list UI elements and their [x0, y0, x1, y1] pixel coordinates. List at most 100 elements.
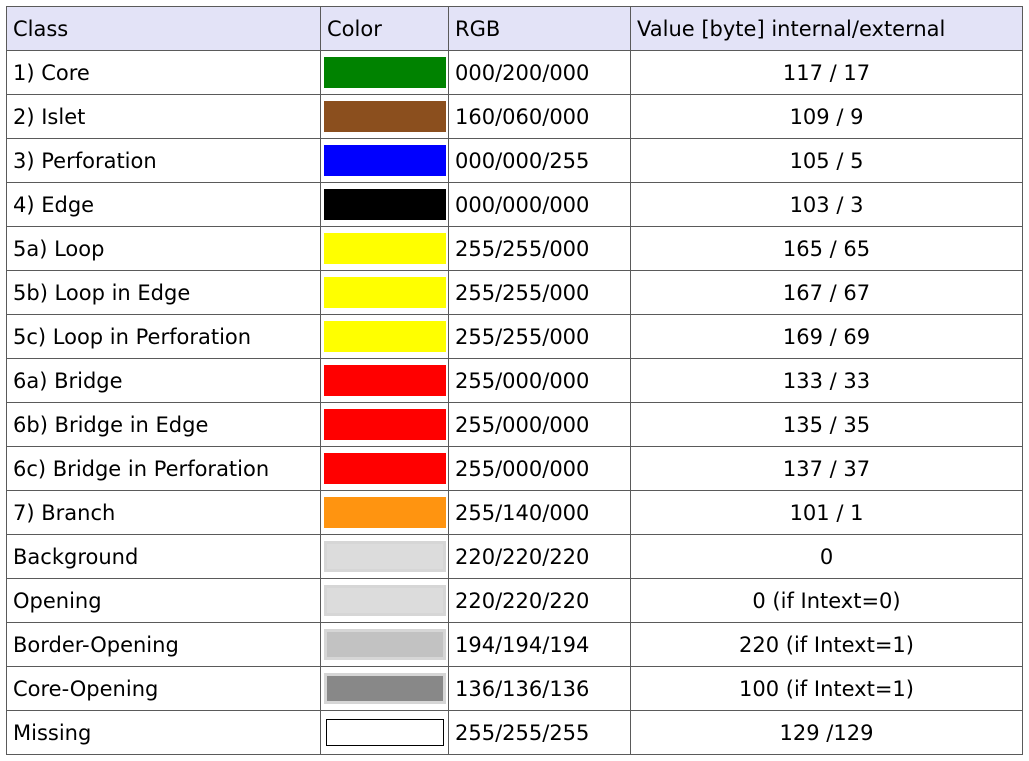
blue-swatch	[323, 145, 446, 176]
value-cell: 165 / 65	[630, 226, 1023, 271]
color-cell	[320, 314, 449, 359]
green-swatch	[323, 57, 446, 88]
white-swatch	[325, 719, 444, 746]
color-cell	[320, 490, 449, 535]
value-cell: 135 / 35	[630, 402, 1023, 447]
rgb-cell: 255/255/255	[448, 710, 631, 755]
header-class: Class	[6, 6, 321, 51]
orange-swatch	[323, 497, 446, 528]
color-cell	[320, 138, 449, 183]
rgb-cell: 255/255/000	[448, 270, 631, 315]
table-row: 5c) Loop in Perforation 255/255/000 169 / …	[6, 314, 1023, 359]
rgb-cell: 220/220/220	[448, 578, 631, 623]
table-row: 6a) Bridge 255/000/000 133 / 33	[6, 358, 1023, 403]
gray-swatch	[323, 629, 446, 660]
header-color: Color	[320, 6, 449, 51]
value-cell: 220 (if Intext=1)	[630, 622, 1023, 667]
class-cell: 7) Branch	[6, 490, 321, 535]
value-cell: 167 / 67	[630, 270, 1023, 315]
table-row: 7) Branch 255/140/000 101 / 1	[6, 490, 1023, 535]
value-cell: 105 / 5	[630, 138, 1023, 183]
table-row: Opening 220/220/220 0 (if Intext=0)	[6, 578, 1023, 623]
rgb-cell: 160/060/000	[448, 94, 631, 139]
brown-swatch	[323, 101, 446, 132]
value-cell: 103 / 3	[630, 182, 1023, 227]
rgb-cell: 255/000/000	[448, 358, 631, 403]
color-cell	[320, 578, 449, 623]
class-cell: Core-Opening	[6, 666, 321, 711]
rgb-cell: 220/220/220	[448, 534, 631, 579]
rgb-cell: 255/255/000	[448, 226, 631, 271]
class-cell: Background	[6, 534, 321, 579]
dark-gray-swatch	[323, 673, 446, 704]
class-cell: 5b) Loop in Edge	[6, 270, 321, 315]
value-cell: 0 (if Intext=0)	[630, 578, 1023, 623]
color-cell	[320, 534, 449, 579]
value-cell: 0	[630, 534, 1023, 579]
class-cell: 1) Core	[6, 50, 321, 95]
red-swatch	[323, 453, 446, 484]
class-cell: 4) Edge	[6, 182, 321, 227]
class-cell: Opening	[6, 578, 321, 623]
yellow-swatch	[323, 233, 446, 264]
table-row: 4) Edge 000/000/000 103 / 3	[6, 182, 1023, 227]
value-cell: 101 / 1	[630, 490, 1023, 535]
table-row: Core-Opening 136/136/136 100 (if Intext=1)	[6, 666, 1023, 711]
color-cell	[320, 182, 449, 227]
class-color-table: Class Color RGB Value [byte] internal/ex…	[6, 6, 1023, 755]
class-cell: 5c) Loop in Perforation	[6, 314, 321, 359]
red-swatch	[323, 365, 446, 396]
table-row: 5a) Loop 255/255/000 165 / 65	[6, 226, 1023, 271]
rgb-cell: 136/136/136	[448, 666, 631, 711]
light-gray-swatch	[323, 585, 446, 616]
table-row: Missing 255/255/255 129 /129	[6, 710, 1023, 755]
table-row: 6b) Bridge in Edge 255/000/000 135 / 35	[6, 402, 1023, 447]
color-cell	[320, 666, 449, 711]
table-row: 3) Perforation 000/000/255 105 / 5	[6, 138, 1023, 183]
rgb-cell: 000/000/000	[448, 182, 631, 227]
rgb-cell: 255/000/000	[448, 402, 631, 447]
value-cell: 129 /129	[630, 710, 1023, 755]
color-cell	[320, 226, 449, 271]
color-cell	[320, 402, 449, 447]
value-cell: 117 / 17	[630, 50, 1023, 95]
table-row: Border-Opening 194/194/194 220 (if Intext=…	[6, 622, 1023, 667]
class-cell: 6c) Bridge in Perforation	[6, 446, 321, 491]
rgb-cell: 255/140/000	[448, 490, 631, 535]
class-cell: Border-Opening	[6, 622, 321, 667]
red-swatch	[323, 409, 446, 440]
color-cell	[320, 358, 449, 403]
class-cell: 6b) Bridge in Edge	[6, 402, 321, 447]
color-cell	[320, 94, 449, 139]
black-swatch	[323, 189, 446, 220]
rgb-cell: 255/000/000	[448, 446, 631, 491]
class-cell: 3) Perforation	[6, 138, 321, 183]
rgb-cell: 000/000/255	[448, 138, 631, 183]
value-cell: 133 / 33	[630, 358, 1023, 403]
header-rgb: RGB	[448, 6, 631, 51]
value-cell: 169 / 69	[630, 314, 1023, 359]
color-cell	[320, 710, 449, 755]
header-row: Class Color RGB Value [byte] internal/ex…	[6, 6, 1023, 51]
table-row: 5b) Loop in Edge 255/255/000 167 / 67	[6, 270, 1023, 315]
class-cell: 6a) Bridge	[6, 358, 321, 403]
table-row: 2) Islet 160/060/000 109 / 9	[6, 94, 1023, 139]
value-cell: 109 / 9	[630, 94, 1023, 139]
class-cell: Missing	[6, 710, 321, 755]
value-cell: 137 / 37	[630, 446, 1023, 491]
value-cell: 100 (if Intext=1)	[630, 666, 1023, 711]
rgb-cell: 194/194/194	[448, 622, 631, 667]
class-cell: 2) Islet	[6, 94, 321, 139]
table-row: 1) Core 000/200/000 117 / 17	[6, 50, 1023, 95]
color-cell	[320, 270, 449, 315]
rgb-cell: 000/200/000	[448, 50, 631, 95]
table-row: 6c) Bridge in Perforation 255/000/000 137 …	[6, 446, 1023, 491]
color-cell	[320, 50, 449, 95]
yellow-swatch	[323, 321, 446, 352]
light-gray-swatch	[323, 541, 446, 572]
class-cell: 5a) Loop	[6, 226, 321, 271]
table-row: Background 220/220/220 0	[6, 534, 1023, 579]
header-value: Value [byte] internal/external	[630, 6, 1023, 51]
rgb-cell: 255/255/000	[448, 314, 631, 359]
color-cell	[320, 446, 449, 491]
